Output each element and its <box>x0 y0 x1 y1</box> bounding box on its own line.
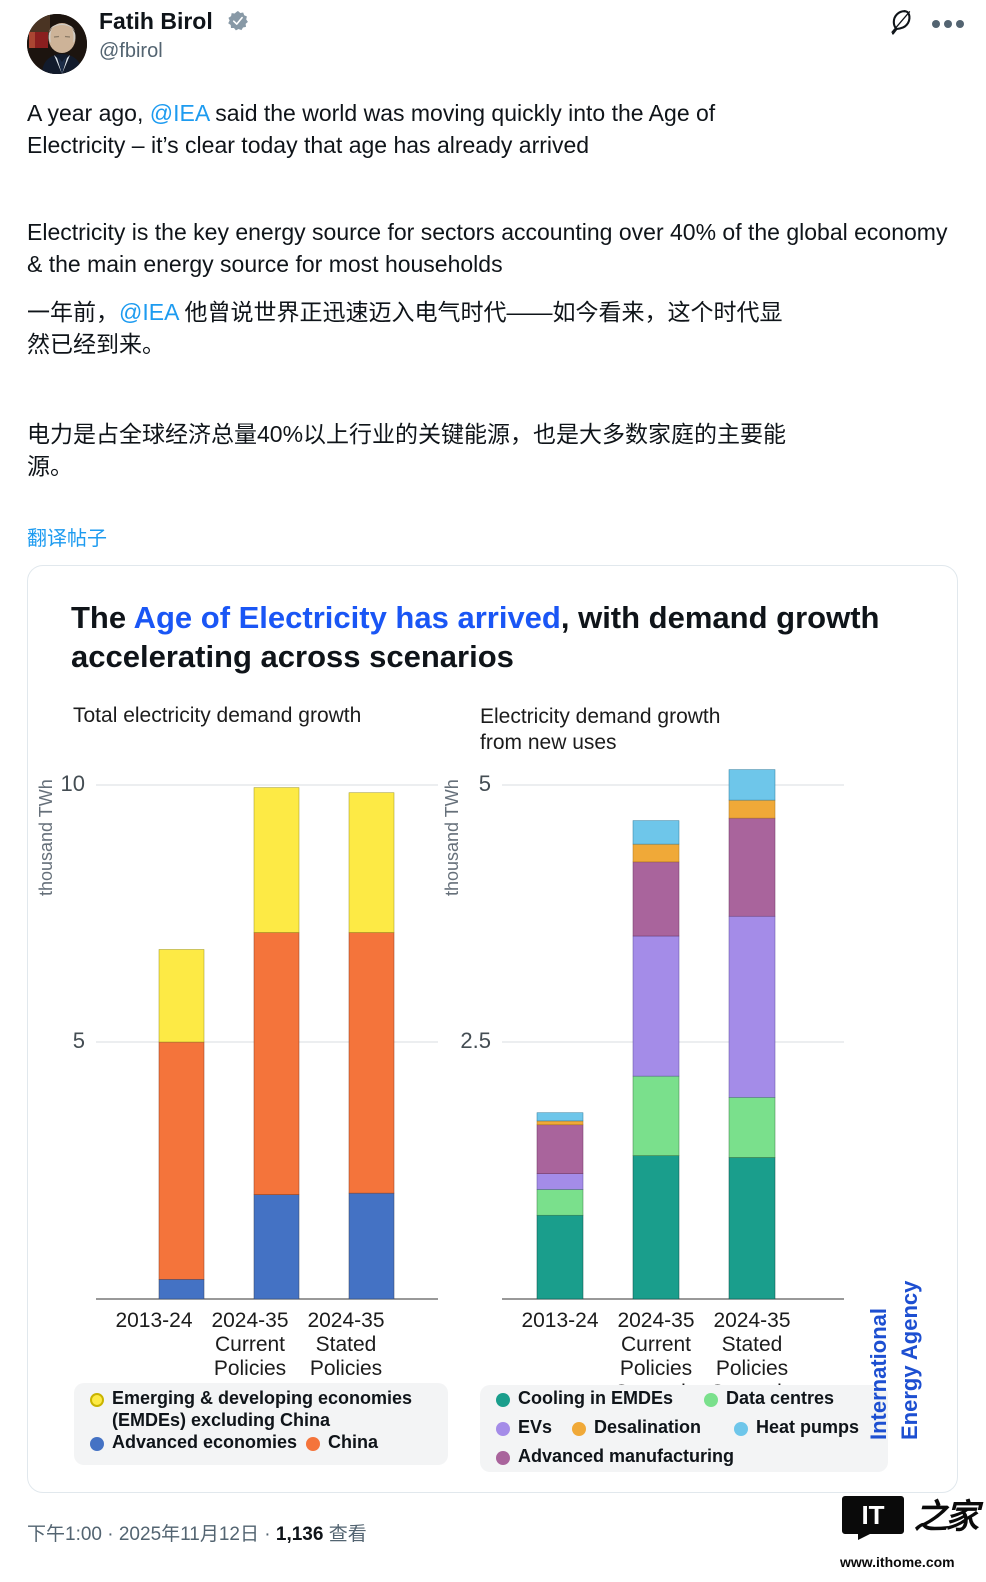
svg-text:Policies: Policies <box>310 1357 382 1380</box>
svg-text:10: 10 <box>61 771 85 796</box>
svg-text:2013-24: 2013-24 <box>115 1309 192 1332</box>
svg-text:2024-35: 2024-35 <box>307 1309 384 1332</box>
svg-text:Stated: Stated <box>316 1333 377 1356</box>
svg-text:2.5: 2.5 <box>460 1028 491 1053</box>
svg-text:Current: Current <box>215 1333 285 1356</box>
svg-text:5: 5 <box>479 771 491 796</box>
svg-text:2013-24: 2013-24 <box>521 1309 598 1332</box>
svg-text:5: 5 <box>73 1028 85 1053</box>
svg-text:2024-35: 2024-35 <box>211 1309 288 1332</box>
svg-text:Policies: Policies <box>620 1357 692 1380</box>
svg-text:IT: IT <box>861 1500 884 1530</box>
svg-text:Current: Current <box>621 1333 691 1356</box>
svg-text:Policies: Policies <box>214 1357 286 1380</box>
svg-text:Policies: Policies <box>716 1357 788 1380</box>
svg-text:2024-35: 2024-35 <box>617 1309 694 1332</box>
svg-text:Stated: Stated <box>722 1333 783 1356</box>
svg-text:2024-35: 2024-35 <box>713 1309 790 1332</box>
